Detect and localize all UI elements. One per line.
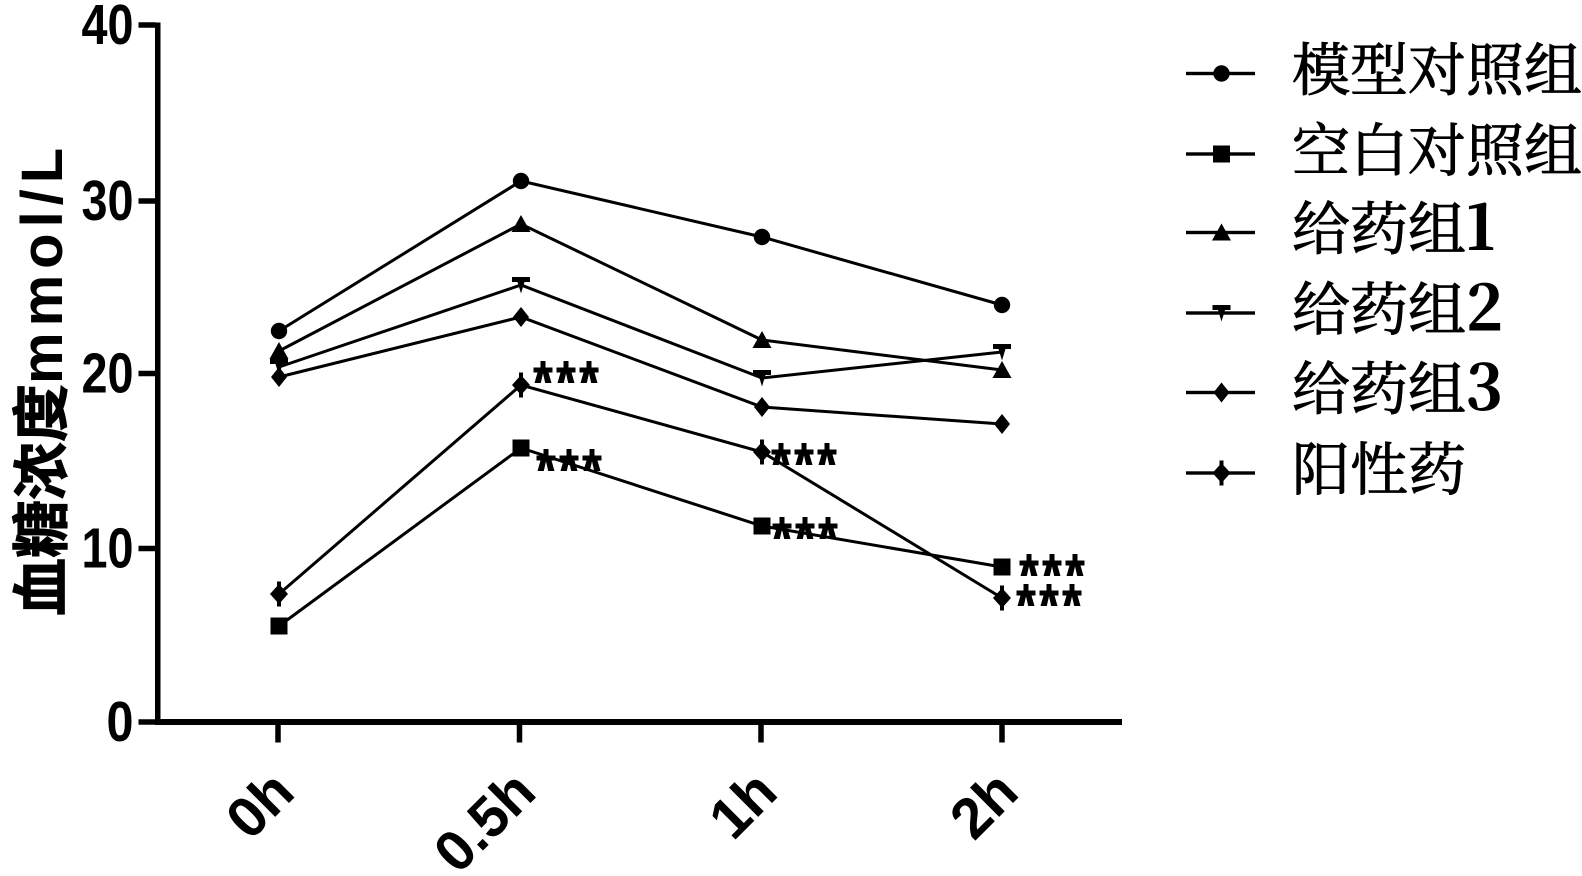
svg-text:mmol/L: mmol/L <box>10 142 75 384</box>
svg-text:40: 40 <box>82 0 134 57</box>
svg-text:30: 30 <box>82 169 134 233</box>
svg-text:20: 20 <box>82 342 134 406</box>
svg-text:0: 0 <box>107 690 134 754</box>
svg-text:10: 10 <box>82 517 134 581</box>
